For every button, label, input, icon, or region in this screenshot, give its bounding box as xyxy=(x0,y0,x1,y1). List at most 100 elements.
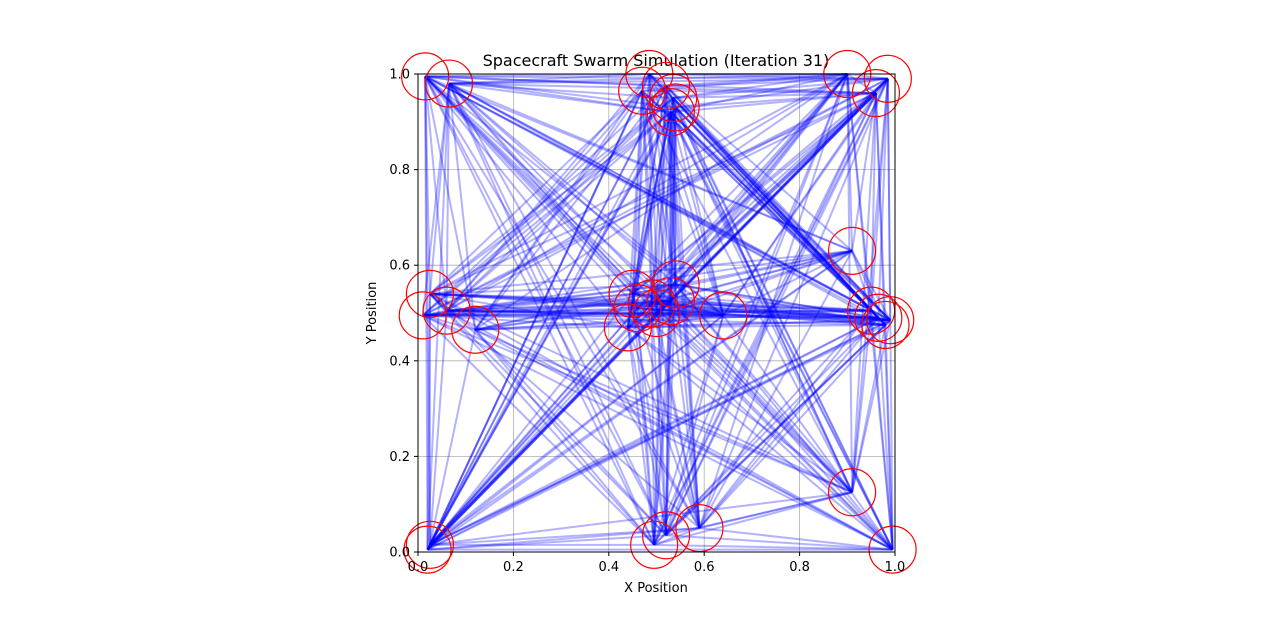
communication-link xyxy=(648,73,653,304)
communication-link xyxy=(626,327,701,529)
communication-link xyxy=(675,283,886,326)
communication-link xyxy=(632,292,872,312)
communication-link xyxy=(422,97,674,317)
communication-link xyxy=(429,111,672,295)
communication-link xyxy=(448,82,671,114)
communication-link xyxy=(429,293,448,312)
communication-link xyxy=(446,309,657,314)
communication-link xyxy=(637,307,879,319)
communication-link xyxy=(626,90,644,328)
communication-link xyxy=(429,293,655,546)
communication-link xyxy=(846,73,877,94)
communication-link xyxy=(424,75,701,529)
communication-link xyxy=(429,292,629,329)
communication-link xyxy=(426,78,889,551)
communication-link xyxy=(422,92,877,317)
communication-link xyxy=(426,106,677,551)
communication-link xyxy=(653,300,672,545)
communication-link xyxy=(653,78,889,546)
communication-link xyxy=(426,307,639,551)
communication-link xyxy=(665,491,853,537)
communication-link xyxy=(627,326,894,551)
communication-link xyxy=(699,491,853,530)
communication-link xyxy=(673,73,848,99)
communication-link xyxy=(847,73,888,80)
communication-link xyxy=(665,73,848,87)
spacecraft-marker xyxy=(866,296,915,345)
communication-link xyxy=(448,73,650,85)
x-tick-label: 1.0 xyxy=(885,560,906,575)
communication-link xyxy=(427,316,879,551)
spacecraft-marker xyxy=(630,520,679,569)
communication-link xyxy=(474,329,667,536)
communication-link xyxy=(424,75,672,302)
spacecraft-marker xyxy=(646,88,695,137)
communication-link xyxy=(448,83,477,330)
communication-link xyxy=(665,92,877,536)
communication-link xyxy=(651,302,891,322)
communication-link xyxy=(670,300,724,317)
communication-link xyxy=(698,73,849,529)
communication-link xyxy=(426,283,677,551)
communication-link xyxy=(673,77,888,99)
communication-link xyxy=(650,85,668,304)
communication-link xyxy=(653,112,672,545)
communication-link xyxy=(674,284,701,529)
communication-link xyxy=(631,85,668,295)
communication-link xyxy=(428,329,477,546)
communication-link xyxy=(874,93,894,550)
communication-link xyxy=(641,89,891,321)
communication-link xyxy=(429,293,894,551)
communication-link xyxy=(669,300,701,529)
communication-links xyxy=(421,73,894,551)
communication-link xyxy=(669,111,894,551)
communication-link xyxy=(655,300,672,314)
communication-link xyxy=(424,75,653,305)
communication-link xyxy=(445,73,651,312)
communication-link xyxy=(877,317,894,550)
communication-link xyxy=(627,78,889,329)
communication-link xyxy=(651,302,879,319)
spacecraft-marker xyxy=(641,511,691,560)
communication-link xyxy=(636,307,894,551)
y-axis-label: Y Position xyxy=(365,282,380,346)
communication-link xyxy=(448,82,724,317)
y-tick-label: 0.6 xyxy=(389,259,410,274)
communication-link xyxy=(670,300,853,493)
communication-link xyxy=(429,111,672,546)
communication-link xyxy=(429,90,643,295)
communication-link xyxy=(632,78,889,295)
communication-link xyxy=(429,90,644,546)
communication-link xyxy=(670,111,872,312)
communication-link xyxy=(631,73,849,295)
communication-link xyxy=(886,78,892,321)
communication-link xyxy=(641,90,672,302)
communication-link xyxy=(422,314,894,551)
communication-link xyxy=(665,85,894,551)
communication-link xyxy=(670,73,848,114)
y-tick-label: 0.2 xyxy=(389,450,410,465)
communication-link xyxy=(422,309,447,317)
communication-link xyxy=(655,312,894,551)
communication-link xyxy=(641,90,853,493)
communication-link xyxy=(448,82,872,312)
communication-link xyxy=(636,78,889,309)
communication-link xyxy=(475,319,891,331)
communication-link xyxy=(474,328,853,494)
communication-link xyxy=(722,92,877,316)
communication-link xyxy=(429,292,671,303)
communication-link xyxy=(429,293,667,536)
communication-link xyxy=(627,319,891,329)
communication-link xyxy=(665,324,887,536)
communication-link xyxy=(655,85,668,314)
communication-link xyxy=(627,326,853,494)
spacecraft-marker xyxy=(827,226,877,275)
communication-link xyxy=(651,302,724,317)
y-tick-label: 0.8 xyxy=(389,163,410,178)
communication-link xyxy=(672,97,677,285)
communication-link xyxy=(648,73,677,285)
x-tick-label: 0.6 xyxy=(694,560,715,575)
communication-link xyxy=(426,73,651,551)
communication-link xyxy=(475,314,724,331)
communication-link xyxy=(641,73,651,92)
